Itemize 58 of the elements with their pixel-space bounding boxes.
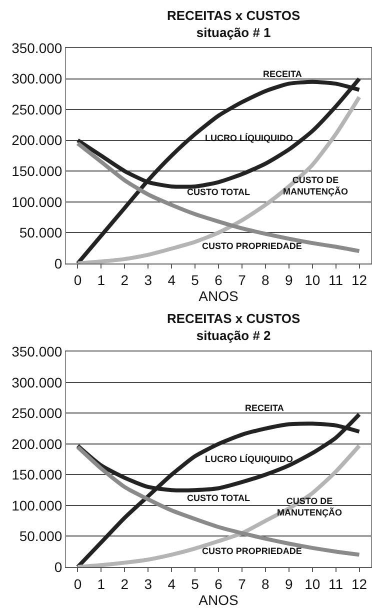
line-series — [76, 141, 362, 254]
x-tick-label: 3 — [144, 576, 152, 592]
x-tick-label: 8 — [262, 272, 270, 288]
x-tick-label: 5 — [191, 576, 200, 592]
y-tick-label: 100.000 — [12, 194, 62, 210]
annotation: CUSTO DE MANUTENÇÃO — [277, 496, 342, 518]
annotation: LUCRO LÍQUIQUIDO — [205, 454, 293, 464]
annotation: CUSTO PROPRIEDADE — [202, 241, 302, 251]
y-tick-label: 250.000 — [12, 101, 62, 118]
x-tick-label: 3 — [144, 272, 152, 288]
x-tick-label: 11 — [328, 272, 344, 288]
x-tick-label: 12 — [351, 272, 368, 288]
x-tick-label: 7 — [238, 576, 246, 592]
y-tick-label: 200.000 — [12, 436, 62, 452]
x-tick-label: 1 — [97, 576, 106, 592]
x-tick-label: 2 — [120, 272, 129, 288]
y-tick-label: 350.000 — [12, 344, 62, 360]
y-tick-label: 0 — [54, 558, 62, 575]
y-tick-label: 200.000 — [12, 132, 62, 148]
x-tick-label: 10 — [304, 272, 320, 288]
chart-title: RECEITAS x CUSTOS — [167, 8, 300, 23]
x-tick-label: 11 — [328, 576, 344, 592]
x-tick-label: 6 — [214, 576, 223, 592]
annotation: CUSTO PROPRIEDADE — [202, 546, 302, 556]
y-tick-label: 100.000 — [12, 497, 62, 514]
x-tick-label: 0 — [74, 576, 82, 592]
x-tick-label: 1 — [97, 272, 106, 288]
x-tick-label: 10 — [304, 576, 320, 592]
x-tick-label: 0 — [74, 272, 82, 288]
annotation: CUSTO TOTAL — [187, 493, 250, 503]
annotation: CUSTO DE MANUTENÇÃO — [283, 175, 348, 197]
x-tick-label: 8 — [262, 576, 270, 592]
x-tick-label: 5 — [191, 272, 200, 288]
x-tick-label: 4 — [168, 272, 176, 288]
y-tick-label: 50.000 — [19, 528, 62, 544]
y-tick-label: 150.000 — [12, 162, 62, 179]
annotation: RECEITA — [263, 69, 302, 79]
y-tick-label: 250.000 — [12, 405, 62, 422]
chart-subtitle: situação # 1 — [196, 24, 271, 40]
chart-title: RECEITAS x CUSTOS — [167, 311, 300, 326]
x-tick-label: 9 — [284, 272, 293, 288]
y-tick-label: 300.000 — [12, 374, 62, 390]
x-tick-label: 12 — [351, 576, 368, 592]
x-axis-title: ANOS — [198, 288, 238, 304]
annotation: RECEITA — [245, 403, 284, 413]
y-tick-label: 300.000 — [12, 70, 62, 87]
y-tick-label: 150.000 — [12, 466, 62, 483]
x-tick-label: 9 — [284, 576, 293, 592]
chart-subtitle: situação # 2 — [196, 328, 271, 343]
x-axis-title: ANOS — [198, 592, 238, 608]
y-tick-label: 50.000 — [19, 224, 62, 241]
x-tick-label: 6 — [214, 272, 223, 288]
x-tick-label: 4 — [168, 576, 176, 592]
annotation: CUSTO TOTAL — [187, 187, 250, 197]
x-tick-label: 2 — [120, 576, 129, 592]
y-tick-label: 0 — [54, 255, 62, 272]
x-tick-label: 7 — [238, 272, 246, 288]
y-tick-label: 350.000 — [12, 40, 62, 56]
